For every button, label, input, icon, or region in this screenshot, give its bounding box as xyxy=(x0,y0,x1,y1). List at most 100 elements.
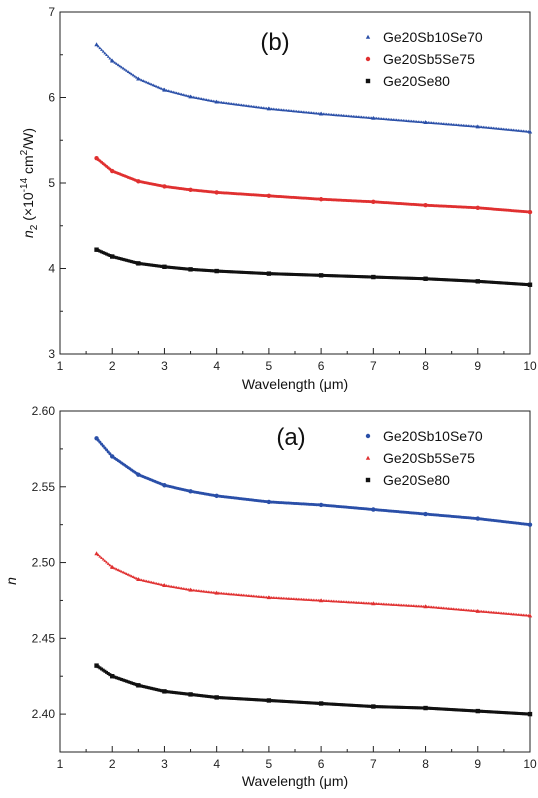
trace-point xyxy=(516,711,520,715)
trace-point xyxy=(250,697,254,701)
trace-point xyxy=(428,706,432,710)
trace-point xyxy=(393,705,397,709)
trace-point xyxy=(503,711,507,715)
trace-point xyxy=(336,274,340,278)
trace-point xyxy=(356,275,360,279)
trace-point xyxy=(316,273,320,277)
y-tick-label: 2.50 xyxy=(32,556,56,570)
y-tick-labels: 3 4 5 6 7 xyxy=(48,5,55,361)
trace-point xyxy=(295,700,299,704)
trace-point xyxy=(188,267,192,271)
trace-point xyxy=(470,709,474,713)
y-axis-symbol: n xyxy=(20,230,36,238)
trace-point xyxy=(528,210,532,214)
trace-point xyxy=(230,696,234,700)
x-tick-label: 5 xyxy=(266,757,273,771)
trace-point xyxy=(168,690,172,694)
trace-point xyxy=(168,89,172,93)
trace-point xyxy=(456,278,460,282)
trace-point xyxy=(473,279,477,283)
trace-point xyxy=(326,702,330,706)
trace-point xyxy=(526,283,530,287)
trace-point xyxy=(311,701,315,705)
trace-point xyxy=(391,276,395,280)
y-axis-title: n xyxy=(3,577,19,585)
trace-point xyxy=(98,249,102,253)
trace-point xyxy=(351,703,355,707)
trace-point xyxy=(290,272,294,276)
trace-point xyxy=(130,72,134,76)
trace-point xyxy=(313,273,317,277)
trace-point xyxy=(170,690,174,694)
trace-point xyxy=(433,277,437,281)
trace-point xyxy=(218,269,222,273)
trace-point xyxy=(140,262,144,266)
trace-point xyxy=(206,694,210,698)
trace-point xyxy=(351,274,355,278)
trace-point xyxy=(218,696,222,700)
trace-point xyxy=(343,274,347,278)
y-axis-suffix: /W) xyxy=(20,128,36,150)
trace-point xyxy=(330,702,334,706)
trace-point xyxy=(518,282,522,286)
trace-point xyxy=(371,705,375,709)
trace-point xyxy=(110,58,114,62)
trace-point xyxy=(201,268,205,272)
trace-point xyxy=(375,275,379,279)
trace-point xyxy=(465,279,469,283)
trace-point xyxy=(143,79,147,83)
trace-point xyxy=(148,82,152,85)
trace-point xyxy=(410,276,414,280)
trace-point xyxy=(143,579,147,582)
trace-point xyxy=(451,278,455,282)
x-tick-labels: 1 2 3 4 5 6 7 8 9 10 xyxy=(57,359,537,373)
trace-point xyxy=(430,277,434,281)
trace-point xyxy=(245,697,249,701)
trace-point xyxy=(226,696,230,700)
x-axis-title: Wavelength (μm) xyxy=(242,773,348,789)
trace-point xyxy=(515,282,519,286)
trace-point xyxy=(225,270,229,274)
trace-point xyxy=(253,271,257,275)
trace-point xyxy=(133,576,137,579)
trace-point xyxy=(306,701,310,705)
trace-point xyxy=(483,709,487,713)
trace-point xyxy=(338,274,342,278)
trace-point xyxy=(370,704,374,708)
trace-point xyxy=(235,270,239,274)
trace-point xyxy=(436,277,440,281)
trace-point xyxy=(356,704,360,708)
trace-point xyxy=(241,270,245,274)
x-tick-label: 6 xyxy=(318,359,325,373)
trace-point xyxy=(95,42,99,46)
data-series xyxy=(94,436,533,717)
trace-point xyxy=(258,698,262,702)
trace-point xyxy=(365,275,369,279)
trace-point xyxy=(425,706,429,710)
trace-point xyxy=(185,94,189,97)
trace-point xyxy=(400,705,404,709)
trace-point xyxy=(116,256,120,260)
y-axis-unit: cm xyxy=(20,155,36,178)
trace-point xyxy=(303,701,307,705)
trace-point xyxy=(376,705,380,709)
trace-point xyxy=(175,691,179,695)
trace-point xyxy=(193,268,197,272)
trace-point xyxy=(198,693,202,697)
x-tick-label: 10 xyxy=(523,359,537,373)
trace-point xyxy=(433,707,437,711)
legend-label: Ge20Se80 xyxy=(383,73,450,89)
trace-point xyxy=(180,691,184,695)
trace-point xyxy=(423,706,427,710)
trace-point xyxy=(385,705,389,709)
trace-point xyxy=(493,710,497,714)
trace-point xyxy=(223,696,227,700)
trace-point xyxy=(471,709,475,713)
trace-point xyxy=(360,704,364,708)
trace-point xyxy=(461,708,465,712)
trace-point xyxy=(331,702,335,706)
tick-marks xyxy=(59,11,531,355)
trace-point xyxy=(183,267,187,271)
y-tick-label: 6 xyxy=(48,91,55,105)
trace-point xyxy=(488,280,492,284)
